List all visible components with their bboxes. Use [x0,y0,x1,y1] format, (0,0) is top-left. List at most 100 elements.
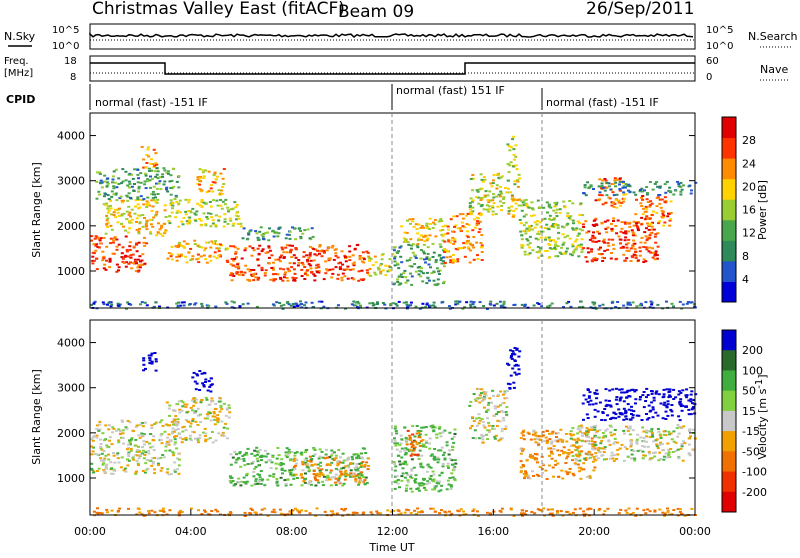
power-cell [128,245,132,248]
power-cell [555,208,559,211]
power-cell [234,250,238,253]
velocity-cell [572,474,576,477]
power-cell [686,301,690,303]
power-cell [211,190,215,193]
velocity-cell [269,467,273,470]
velocity-cell [567,452,571,455]
velocity-cell [588,451,592,454]
power-cell [607,182,611,185]
velocity-cell [396,442,399,445]
velocity-cell [256,473,260,476]
power-cell [136,168,140,171]
velocity-cell [304,510,308,512]
power-cell [540,305,544,308]
velocity-cell [570,451,574,454]
power-cell [449,218,453,221]
power-cell [137,185,141,188]
power-cell [416,243,420,245]
velocity-cell [584,398,588,401]
power-cell [367,255,371,258]
velocity-cell [417,482,421,485]
velocity-cell [439,449,443,452]
power-cell [644,301,648,304]
velocity-cell [471,437,475,439]
power-cell [357,279,361,282]
power-colorbar-swatch [722,137,736,159]
power-cell [465,242,469,245]
power-cell [517,173,521,176]
velocity-cell [535,473,539,476]
power-cell [182,240,186,243]
power-cell [416,232,420,235]
power-cell [601,260,605,262]
velocity-cell [651,434,654,437]
velocity-cell [259,482,263,485]
velocity-cell [157,464,160,467]
velocity-cell [677,415,681,418]
velocity-cell [293,468,297,470]
velocity-cell [521,434,525,437]
power-cell [404,281,408,284]
power-cell [231,273,235,275]
power-cell [129,221,133,224]
power-cell [176,304,180,307]
power-cell [678,300,682,303]
velocity-cell [448,510,451,513]
power-cell [195,258,199,261]
velocity-cell [501,417,505,420]
velocity-cell [587,395,591,398]
power-cell [549,219,553,222]
power-cell [525,203,529,206]
velocity-cell [620,412,624,415]
power-cell [372,303,376,306]
velocity-cell [616,453,620,456]
velocity-cell [340,473,344,476]
power-cell [293,227,297,230]
power-cell [523,250,527,253]
power-cell [199,224,203,227]
velocity-cell [263,507,267,510]
velocity-cell [451,476,455,479]
power-cell [324,272,328,275]
power-cell [592,188,595,190]
velocity-cell [228,479,232,482]
power-cell [461,217,465,220]
power-cell [108,301,112,303]
velocity-cell [167,473,171,476]
velocity-cell [166,436,170,439]
power-cell [628,225,632,228]
power-cell [571,228,575,231]
velocity-cell [136,454,139,457]
velocity-cell [488,512,492,515]
velocity-cell [649,457,653,460]
power-cell [676,180,679,183]
velocity-cell [629,513,633,516]
power-cell [428,257,432,260]
power-cell [645,227,648,230]
power-cell [615,206,619,209]
power-cell [425,282,429,285]
power-cell [345,268,349,271]
velocity-cell [171,427,175,430]
power-cell [213,171,217,174]
power-cell [632,253,636,256]
power-cell [222,168,226,170]
power-cell [604,227,608,230]
velocity-cell [349,475,353,478]
velocity-cell [670,410,674,413]
velocity-cell [449,487,453,490]
power-cell [580,248,584,251]
power-cell [225,302,229,305]
power-cell [163,232,167,235]
power-cell [198,168,202,171]
velocity-cell [569,445,573,447]
power-cell [150,199,154,202]
power-cell [643,241,647,244]
velocity-cell [239,480,243,483]
velocity-cell [244,482,248,485]
velocity-cell [119,433,122,435]
velocity-cell [534,441,538,444]
power-cell [418,269,422,272]
power-cell [169,199,173,202]
power-cell [114,208,117,211]
